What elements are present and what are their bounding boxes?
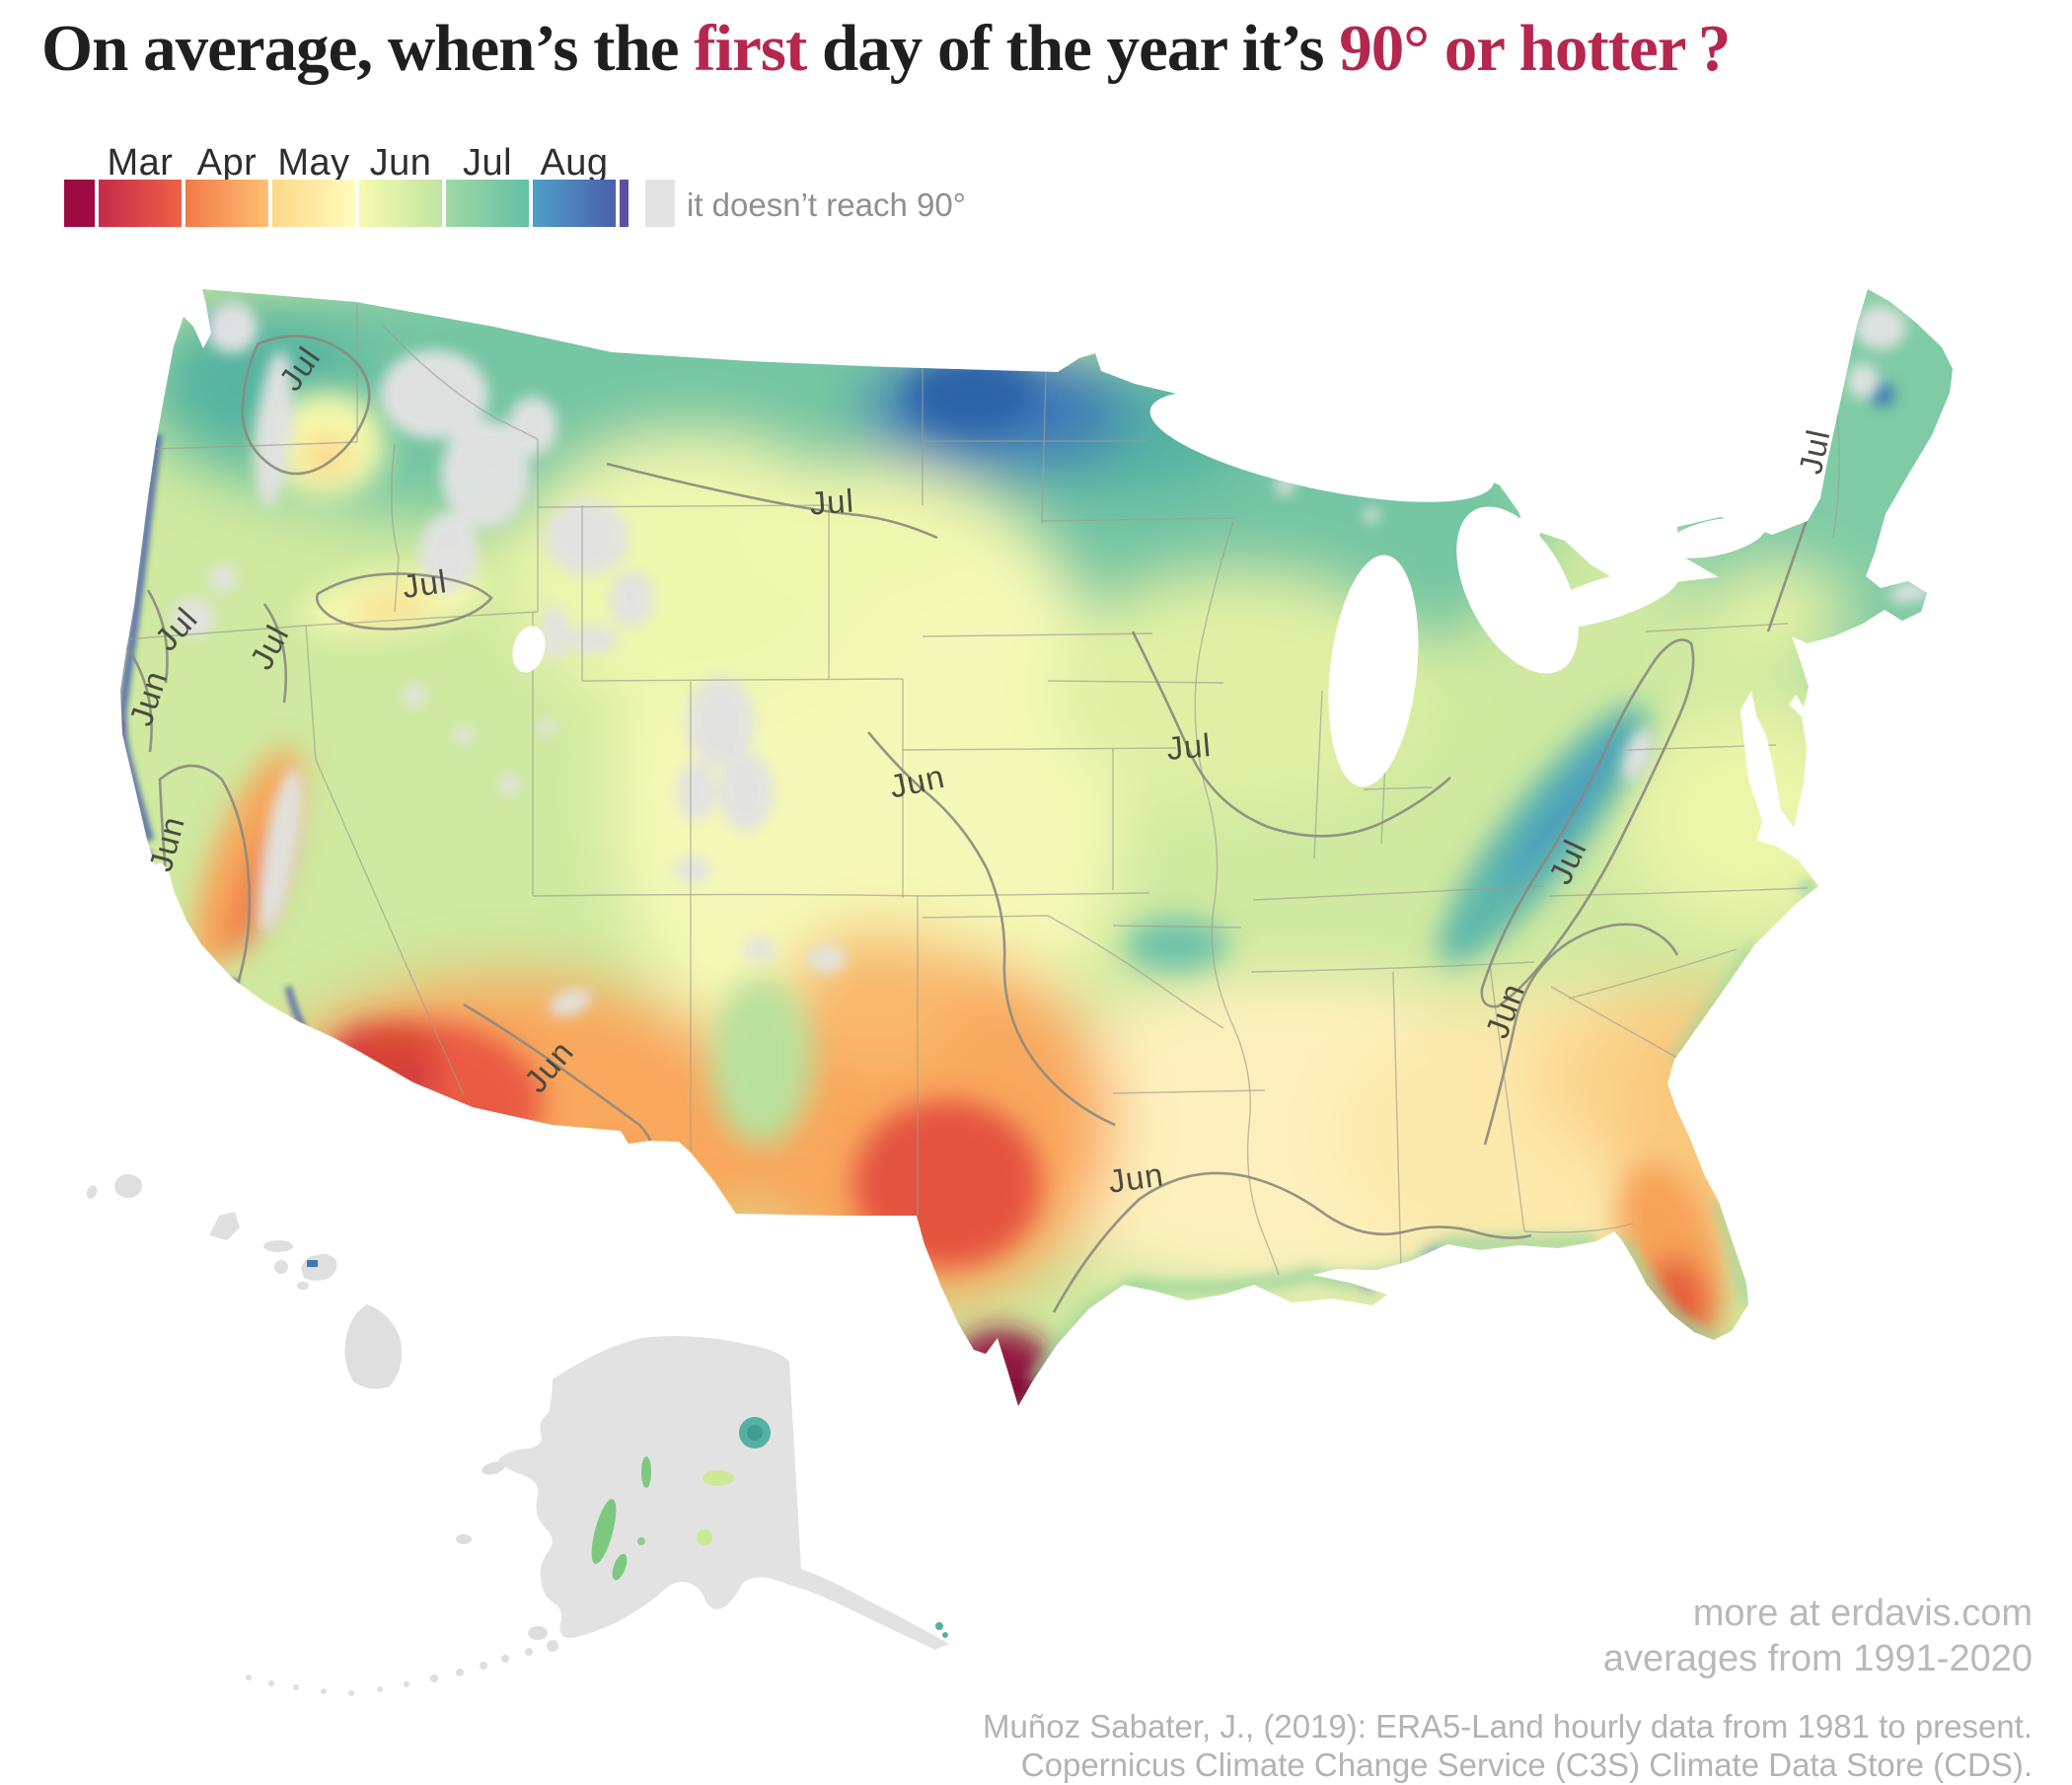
credit-period: averages from 1991-2020	[1602, 1638, 2033, 1680]
legend-month-mar: Mar	[107, 142, 174, 184]
legend-month-may: May	[277, 142, 350, 184]
contour-label-jul-8: Jul	[1165, 726, 1213, 767]
contour-label-jul-1: Jul	[400, 562, 449, 605]
conus-region	[120, 289, 1953, 1406]
colorbar-segment-jun	[359, 180, 442, 227]
title-highlight-first: first	[694, 12, 807, 85]
legend-month-apr: Apr	[196, 142, 258, 184]
alaska-landmass	[498, 1336, 949, 1650]
title-highlight-90: 90° or hotter ?	[1339, 12, 1731, 85]
legend-colorbar	[64, 180, 629, 227]
colorbar-segment-mar	[99, 180, 182, 227]
colorbar-segment-apr	[185, 180, 268, 227]
no-reach-swatch	[645, 180, 675, 227]
title-middle: day of the year it’s	[806, 12, 1340, 85]
colorbar-segment-pre-mar	[64, 180, 95, 227]
title-prefix: On average, when’s the	[41, 12, 695, 85]
colorbar-segment-post-aug	[620, 180, 629, 227]
colorbar-segment-aug	[533, 180, 616, 227]
contour-label-jun-11: Jun	[1106, 1155, 1166, 1199]
no-data-patches	[172, 302, 1932, 1016]
hawaii-islands	[86, 1174, 403, 1389]
credits: more at erdavis.com averages from 1991-2…	[983, 1591, 2033, 1785]
colorbar-segment-jul	[446, 180, 529, 227]
no-reach-label: it doesn’t reach 90°	[687, 186, 966, 223]
page-title: On average, when’s the first day of the …	[41, 14, 2025, 83]
credit-source-2: Copernicus Climate Change Service (C3S) …	[1020, 1746, 2033, 1783]
legend-month-jul: Jul	[462, 142, 513, 184]
contour-label-jul-12: Jul	[1792, 426, 1837, 478]
state-borders	[123, 302, 1840, 1276]
hawaii-region	[86, 1174, 403, 1389]
credit-site: more at erdavis.com	[1692, 1593, 2033, 1634]
legend-month-jun: Jun	[369, 142, 432, 184]
credit-source-1: Muñoz Sabater, J., (2019): ERA5-Land hou…	[983, 1707, 2033, 1745]
great-lakes	[512, 390, 1776, 827]
alaska-green-patches	[591, 1417, 948, 1638]
legend-month-aug: Aug	[540, 142, 609, 184]
contour-label-jul-6: Jul	[808, 482, 855, 521]
hawaii-blue-pixel	[307, 1260, 318, 1267]
colorbar-segment-may	[272, 180, 355, 227]
aleutian-islands	[246, 1461, 558, 1696]
alaska-region	[246, 1336, 949, 1696]
